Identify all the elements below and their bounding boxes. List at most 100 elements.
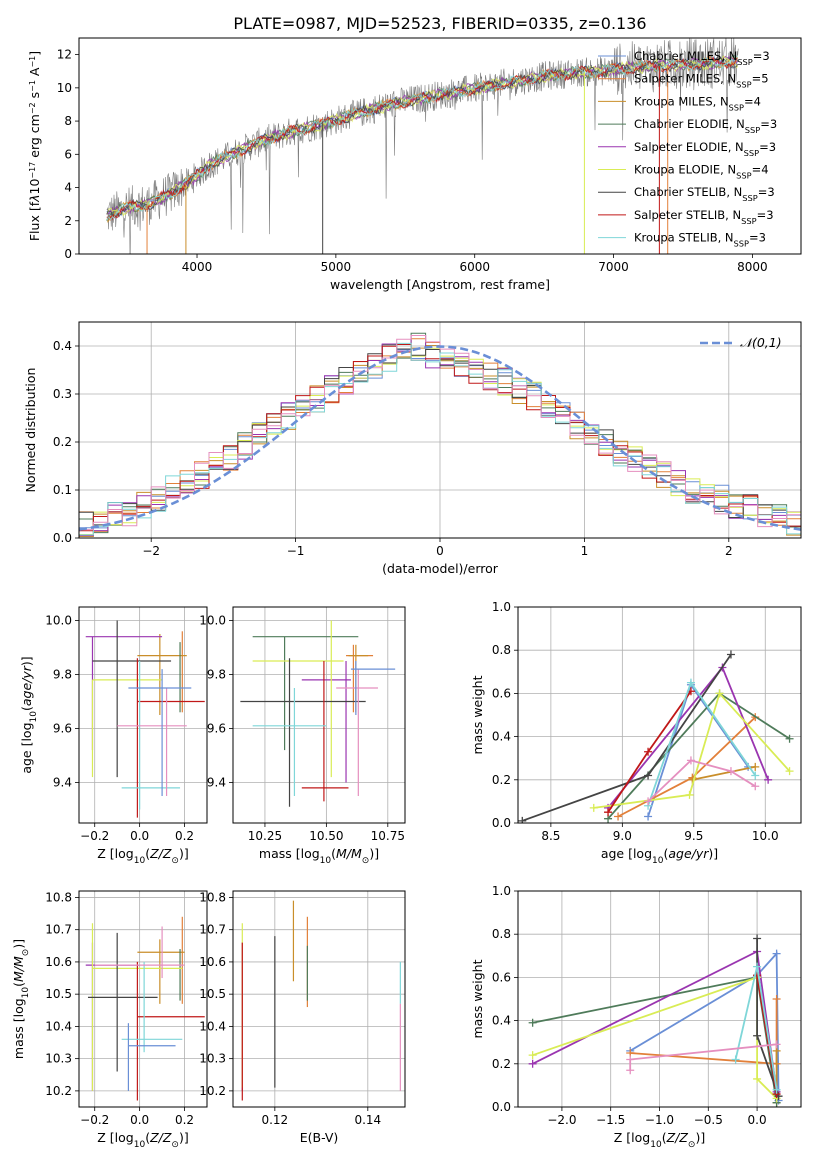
y-tick-label: 10.2 (199, 1084, 226, 1098)
histogram-steps (79, 342, 801, 536)
y-tick-label: 0.4 (492, 1014, 511, 1028)
y-tick-label: 2 (64, 214, 72, 228)
x-tick-label: 10.75 (371, 829, 405, 843)
y-axis-label: mass [log10(M/M⊙)] (11, 939, 31, 1059)
y-tick-label: 0.1 (53, 483, 72, 497)
mass-weight-line (629, 1043, 777, 1071)
y-tick-label: 0 (64, 247, 72, 261)
y-tick-label: 10.4 (45, 1019, 72, 1033)
x-tick-label: 0.0 (748, 1113, 767, 1127)
mass-weight-marker (785, 767, 794, 776)
mass-weight-line (521, 653, 732, 822)
y-tick-label: 0.0 (492, 1100, 511, 1114)
mass-weight-marker (753, 962, 762, 971)
mass-weight-marker (626, 1066, 635, 1075)
mass-weight-marker (751, 782, 760, 791)
mass-weight-marker (686, 756, 695, 765)
mass-weight-marker (614, 812, 623, 821)
x-tick-label: −2 (142, 544, 160, 558)
x-tick-label: −1 (287, 544, 305, 558)
x-tick-label: 4000 (182, 260, 213, 274)
y-tick-label: 9.8 (53, 668, 72, 682)
axes-frame (78, 606, 208, 824)
y-tick-label: 0.2 (492, 773, 511, 787)
x-tick-label: 8000 (737, 260, 768, 274)
y-tick-label: 1.0 (492, 600, 511, 614)
y-tick-label: 10.0 (199, 614, 226, 628)
mass-weight-marker (685, 790, 694, 799)
plot-area (240, 620, 396, 807)
mass-weight-marker (726, 650, 735, 659)
x-tick-label: 0.12 (261, 1113, 288, 1127)
y-tick-label: 12 (57, 48, 72, 62)
y-tick-label: 0.6 (492, 686, 511, 700)
mass-weight-marker (644, 812, 653, 821)
x-tick-label: −1.0 (645, 1113, 674, 1127)
x-tick-label: 0.14 (354, 1113, 381, 1127)
mass-weight-marker (589, 803, 598, 812)
y-tick-label: 10.5 (199, 987, 226, 1001)
plot-area (85, 916, 205, 1101)
legend-entry: Kroupa ELODIE, NSSP=4 (634, 163, 769, 181)
mass-weight-line (630, 999, 778, 1065)
gaussian-reference-line (79, 345, 801, 531)
x-axis-label: mass [log10(M/M⊙)] (259, 846, 379, 866)
mass-weight-marker (753, 1074, 762, 1083)
axes-frame (232, 890, 406, 1108)
y-tick-label: 10.7 (199, 923, 226, 937)
chart-panels: 4000 5000 6000 7000 8000024681012wavelength … (11, 37, 802, 1150)
x-tick-label: 8.5 (541, 829, 560, 843)
y-tick-label: 0.4 (53, 339, 72, 353)
y-tick-label: 9.4 (53, 776, 72, 790)
legend-entry: Chabrier ELODIE, NSSP=3 (634, 117, 777, 135)
mass-weight-marker (772, 949, 781, 958)
axes-frame (232, 606, 406, 824)
x-tick-label: 6000 (459, 260, 490, 274)
figure-title: PLATE=0987, MJD=52523, FIBERID=0335, z=0… (233, 14, 646, 33)
y-tick-label: 0.8 (492, 643, 511, 657)
y-tick-label: 10.7 (45, 923, 72, 937)
y-tick-label: 10.4 (199, 1019, 226, 1033)
mass-weight-marker (772, 1085, 781, 1094)
y-tick-label: 9.8 (207, 668, 226, 682)
y-tick-label: 0.0 (53, 531, 72, 545)
spectrum-model-line (106, 55, 739, 215)
x-tick-label: 10.50 (309, 829, 343, 843)
y-tick-label: 9.6 (207, 722, 226, 736)
x-axis-label: wavelength [Angstrom, rest frame] (330, 277, 550, 292)
legend-entry: Salpeter STELIB, NSSP=3 (634, 208, 774, 226)
axes-frame (517, 606, 802, 824)
panel-mass-weight-vs-Z: −2.0 −1.5 −1.0 −0.5 0.0 0.0 0.2 0.4 0.6 0.8 1.0 Z [… (470, 884, 802, 1150)
y-axis-label: mass weight (470, 675, 485, 754)
x-axis-label: (data-model)/error (382, 561, 499, 576)
mass-weight-line (607, 692, 791, 820)
plot-area (518, 650, 794, 823)
x-axis-label: E(B-V) (300, 1130, 339, 1145)
plot-area (528, 934, 783, 1107)
panel-age-vs-Z: −0.2 0.0 0.2 9.4 9.6 9.8 10.0 Z [log10(Z/Z⊙)] ag… (19, 606, 208, 866)
mass-weight-marker (528, 1051, 537, 1060)
mass-weight-marker (644, 797, 653, 806)
y-axis-label: Normed distribution (23, 368, 38, 493)
y-tick-label: 4 (64, 181, 72, 195)
axes-frame (78, 890, 208, 1108)
legend-entry: Chabrier STELIB, NSSP=3 (634, 185, 775, 203)
mass-weight-marker (731, 1055, 740, 1064)
spectrum-model-line (106, 55, 738, 221)
x-tick-label: 7000 (598, 260, 629, 274)
x-tick-label: −0.5 (694, 1113, 723, 1127)
mass-weight-line (692, 765, 756, 781)
y-tick-label: 9.6 (53, 722, 72, 736)
mass-weight-marker (715, 689, 724, 698)
y-tick-label: 9.4 (207, 776, 226, 790)
y-tick-label: 10.8 (45, 890, 72, 904)
y-axis-label: Flux [fλ10−17 erg cm−2 s−1 A−1] (27, 51, 42, 241)
y-tick-label: 0.2 (492, 1057, 511, 1071)
mass-weight-marker (785, 734, 794, 743)
y-axis-label: age [log10(age/yr)] (19, 656, 39, 773)
x-tick-label: 10.25 (248, 829, 282, 843)
legend-entry: 𝒩(0,1) (740, 335, 782, 350)
legend-entry: Kroupa MILES, NSSP=4 (634, 94, 761, 112)
y-tick-label: 10.3 (45, 1052, 72, 1066)
y-tick-label: 10.6 (45, 955, 72, 969)
